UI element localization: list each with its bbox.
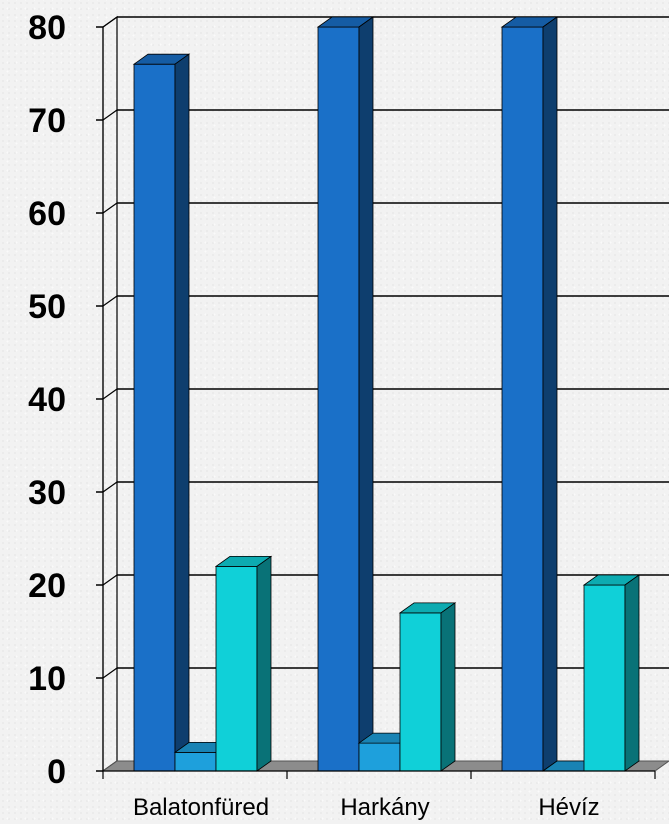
bar bbox=[501, 26, 544, 772]
gridline-side bbox=[102, 16, 118, 28]
y-tick-label: 0 bbox=[47, 753, 66, 791]
bar-side bbox=[542, 16, 558, 772]
bar bbox=[133, 63, 176, 772]
bar bbox=[215, 566, 258, 772]
gridline-side bbox=[102, 481, 118, 493]
bar-side bbox=[256, 555, 272, 772]
bar bbox=[583, 584, 626, 772]
bar-side bbox=[174, 53, 190, 772]
gridline-side bbox=[102, 667, 118, 679]
x-axis: Balatonfüred Harkány Hévíz bbox=[102, 770, 656, 821]
y-tick-label: 30 bbox=[28, 474, 66, 512]
bar-side bbox=[440, 602, 456, 772]
y-tick-label: 10 bbox=[28, 660, 66, 698]
bar bbox=[358, 742, 401, 772]
gridline-side bbox=[102, 109, 118, 121]
bars bbox=[132, 16, 641, 772]
y-tick-label: 50 bbox=[28, 288, 66, 326]
x-tick-label: Balatonfüred bbox=[133, 794, 269, 821]
bar-side bbox=[624, 574, 640, 772]
bar-side bbox=[358, 16, 374, 772]
gridline-side bbox=[102, 574, 118, 586]
y-tick-label: 80 bbox=[28, 9, 66, 47]
y-tick-label: 70 bbox=[28, 102, 66, 140]
bar bbox=[174, 752, 217, 772]
y-tick-label: 60 bbox=[28, 195, 66, 233]
bar bbox=[399, 612, 442, 772]
x-tick-label: Hévíz bbox=[538, 794, 599, 821]
y-tick-label: 40 bbox=[28, 381, 66, 419]
gridlines bbox=[102, 16, 669, 679]
gridline-side bbox=[102, 388, 118, 400]
gridline-side bbox=[102, 202, 118, 214]
bar bbox=[317, 26, 360, 772]
gridline-side bbox=[102, 295, 118, 307]
x-tick-label: Harkány bbox=[340, 794, 429, 821]
y-axis: 0 10 20 30 40 50 60 70 80 bbox=[28, 9, 104, 791]
y-tick-label: 20 bbox=[28, 567, 66, 605]
